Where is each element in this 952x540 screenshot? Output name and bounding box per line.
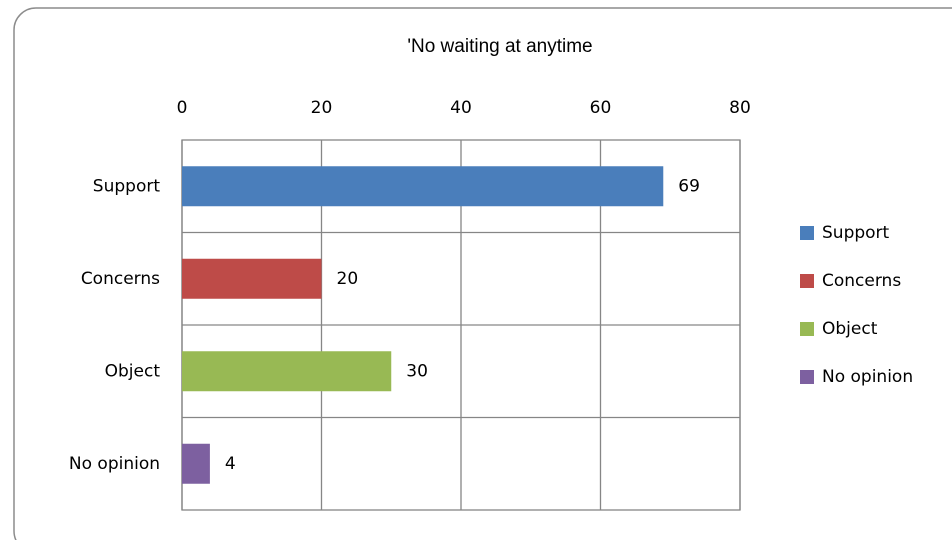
legend-label: Concerns xyxy=(822,271,901,291)
bar xyxy=(182,258,322,299)
y-tick-label: Concerns xyxy=(81,269,160,289)
data-label: 20 xyxy=(337,269,359,289)
data-label: 30 xyxy=(406,361,428,381)
x-tick-label: 60 xyxy=(590,98,612,118)
chart-title: 'No waiting at anytime xyxy=(407,36,592,57)
y-tick-label: No opinion xyxy=(69,454,160,474)
bar xyxy=(182,166,664,207)
legend-label: No opinion xyxy=(822,367,913,387)
x-tick-label: 0 xyxy=(177,98,188,118)
data-label: 4 xyxy=(225,454,236,474)
legend-label: Object xyxy=(822,319,878,339)
y-tick-label: Support xyxy=(93,176,161,196)
bar xyxy=(182,351,392,392)
legend-swatch xyxy=(800,226,814,240)
legend-swatch xyxy=(800,370,814,384)
x-tick-label: 40 xyxy=(450,98,472,118)
x-tick-label: 20 xyxy=(311,98,333,118)
data-label: 69 xyxy=(678,176,700,196)
x-tick-label: 80 xyxy=(729,98,751,118)
bar xyxy=(182,443,210,484)
legend-swatch xyxy=(800,274,814,288)
legend-label: Support xyxy=(822,223,890,243)
y-tick-label: Object xyxy=(105,361,161,381)
legend-swatch xyxy=(800,322,814,336)
